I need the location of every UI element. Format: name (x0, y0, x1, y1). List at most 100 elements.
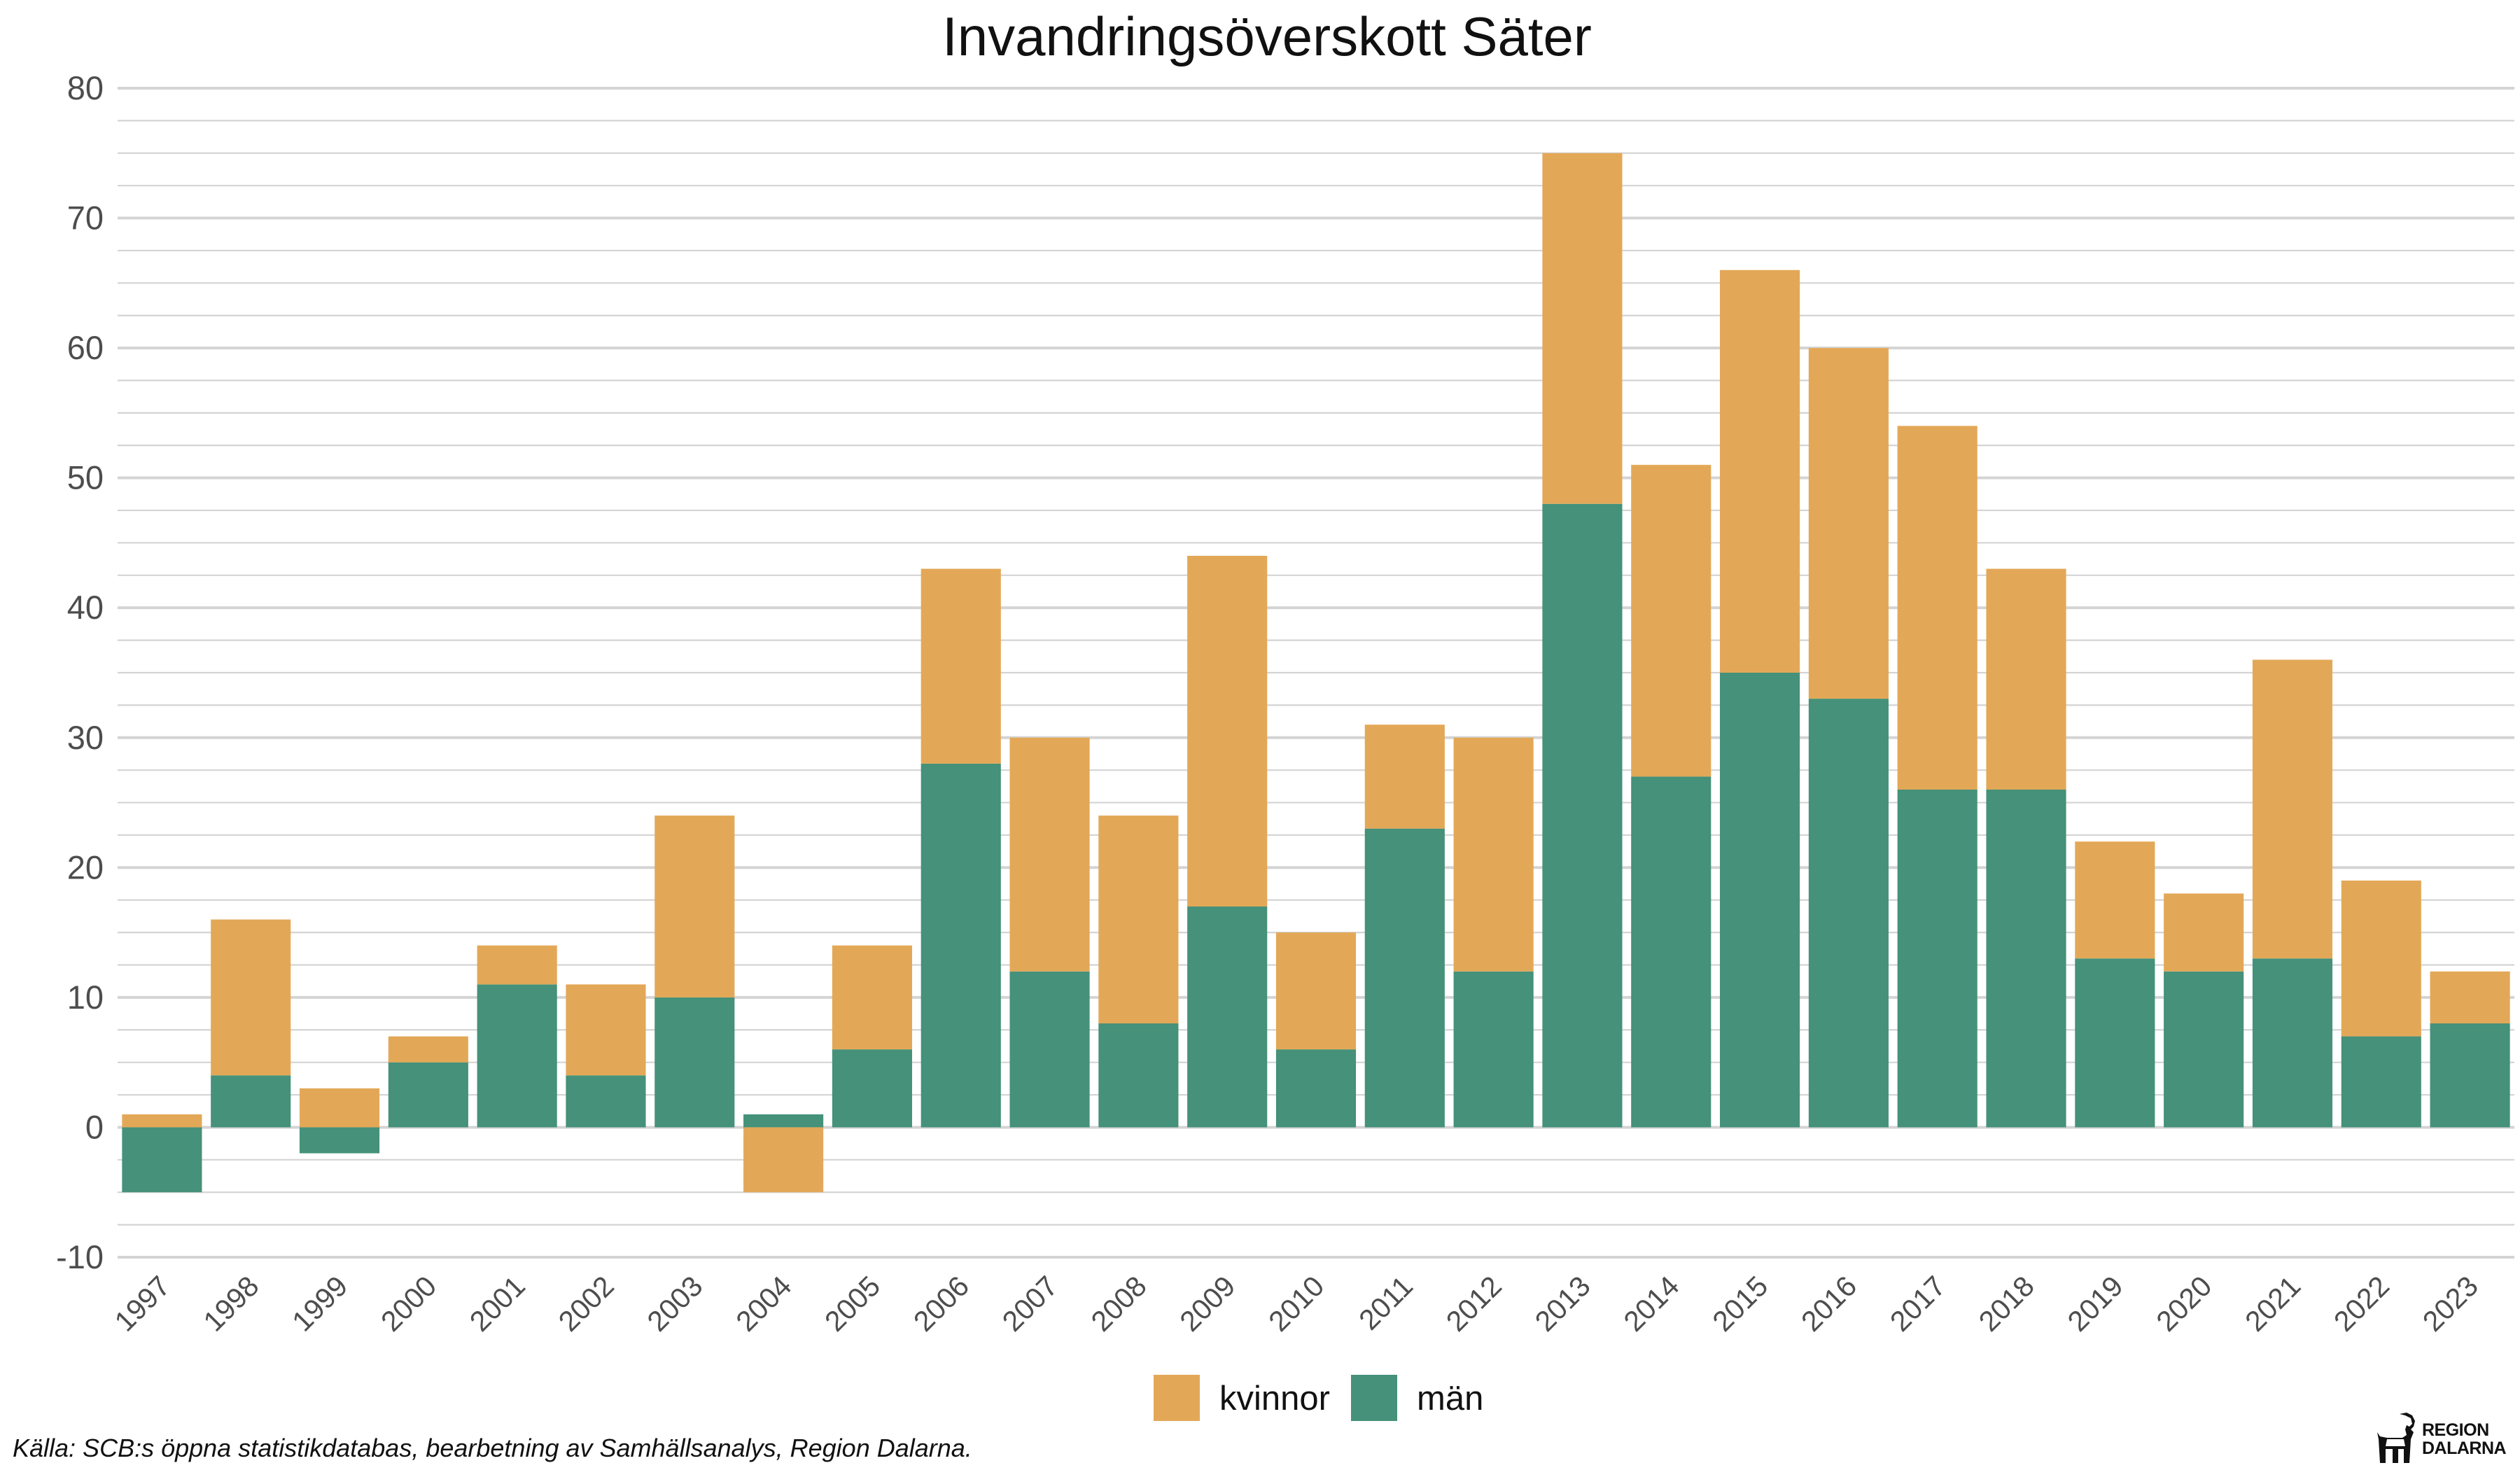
bar-kvinnor-2020 (2164, 893, 2244, 972)
x-tick-label: 2022 (2328, 1270, 2395, 1338)
x-tick-label: 2003 (641, 1270, 709, 1338)
bar-man-2023 (2430, 1023, 2510, 1128)
bar-man-2009 (1187, 906, 1268, 1128)
x-tick-label: 2009 (1174, 1270, 1242, 1338)
logo-text-line1: REGION (2422, 1420, 2489, 1440)
bar-man-2002 (566, 1075, 646, 1128)
x-tick-label: 2002 (552, 1270, 620, 1338)
bar-kvinnor-2017 (1897, 426, 1977, 790)
y-axis: -10 0 10 20 30 40 50 60 70 80 (56, 69, 104, 1275)
bar-kvinnor-2002 (566, 984, 646, 1076)
bar-man-2021 (2252, 958, 2333, 1128)
bar-kvinnor-2007 (1009, 737, 1090, 972)
bar-kvinnor-2013 (1542, 153, 1623, 504)
x-tick-label: 2010 (1262, 1270, 1330, 1338)
x-tick-label: 2008 (1085, 1270, 1153, 1338)
y-tick-label: 20 (67, 848, 104, 886)
bar-kvinnor-2006 (920, 568, 1001, 764)
x-axis: 1997 1998 1999 2000 2001 2002 2003 2004 2005 2006… (108, 1270, 2484, 1338)
x-tick-label: 1997 (108, 1270, 176, 1338)
legend-label-kvinnor: kvinnor (1219, 1380, 1330, 1418)
bar-kvinnor-2011 (1364, 724, 1445, 829)
x-tick-label: 2018 (1973, 1270, 2040, 1338)
bar-kvinnor-2023 (2430, 971, 2510, 1023)
bar-kvinnor-2015 (1720, 270, 1800, 673)
bar-kvinnor-2019 (2075, 841, 2155, 959)
bar-kvinnor-2018 (1986, 568, 2066, 790)
bar-kvinnor-2008 (1098, 816, 1179, 1023)
x-tick-label: 2000 (374, 1270, 442, 1338)
legend-key-kvinnor (1154, 1375, 1200, 1421)
bar-kvinnor-1999 (299, 1088, 380, 1128)
x-tick-label: 1998 (197, 1270, 265, 1338)
bars (122, 153, 2510, 1193)
bar-man-2006 (920, 763, 1001, 1128)
bar-man-2014 (1631, 776, 1712, 1128)
bar-kvinnor-2001 (477, 945, 557, 985)
x-tick-label: 2023 (2416, 1270, 2484, 1338)
bar-man-2001 (477, 984, 557, 1128)
bar-man-2013 (1542, 503, 1623, 1128)
logo-text-line2: DALARNA (2422, 1438, 2507, 1458)
x-tick-label: 2005 (818, 1270, 886, 1338)
bar-kvinnor-2022 (2341, 880, 2421, 1037)
y-tick-label: 40 (67, 589, 104, 626)
source-caption: Källa: SCB:s öppna statistikdatabas, bea… (13, 1434, 972, 1462)
x-tick-label: 2011 (1352, 1270, 1419, 1336)
bar-man-2022 (2341, 1036, 2421, 1128)
bar-kvinnor-2000 (388, 1036, 468, 1063)
bar-kvinnor-2004 (743, 1127, 824, 1193)
bar-man-2000 (388, 1062, 468, 1128)
y-tick-label: -10 (56, 1238, 104, 1275)
bar-kvinnor-1997 (122, 1114, 202, 1128)
x-tick-label: 2006 (907, 1270, 975, 1338)
bar-man-2017 (1897, 790, 1977, 1128)
bar-kvinnor-2010 (1275, 932, 1357, 1050)
x-tick-label: 2012 (1440, 1270, 1508, 1338)
y-tick-label: 80 (67, 69, 104, 106)
bar-kvinnor-2009 (1187, 556, 1268, 906)
y-tick-label: 50 (67, 459, 104, 496)
bar-man-2007 (1009, 971, 1090, 1128)
x-tick-label: 2016 (1795, 1270, 1863, 1338)
y-tick-label: 70 (67, 200, 104, 237)
bar-man-1997 (122, 1127, 202, 1193)
x-tick-label: 2004 (729, 1270, 797, 1338)
bar-man-2019 (2075, 958, 2155, 1128)
bar-man-2018 (1986, 790, 2066, 1128)
bar-man-2015 (1720, 673, 1800, 1128)
bar-man-2004 (743, 1114, 824, 1128)
legend: kvinnor män (1154, 1375, 1483, 1421)
bar-man-2010 (1275, 1049, 1357, 1128)
x-tick-label: 2007 (996, 1270, 1064, 1338)
y-tick-label: 30 (67, 719, 104, 756)
x-tick-label: 2021 (2239, 1270, 2306, 1338)
bar-man-2011 (1364, 828, 1445, 1128)
bar-kvinnor-1998 (211, 919, 291, 1076)
x-tick-label: 2020 (2150, 1270, 2218, 1338)
bar-man-2012 (1453, 971, 1534, 1128)
bar-man-2003 (654, 997, 735, 1128)
bar-man-2020 (2164, 971, 2244, 1128)
x-tick-label: 2017 (1884, 1270, 1952, 1338)
dala-horse-icon (2377, 1413, 2415, 1463)
bar-man-1999 (299, 1127, 380, 1154)
bar-kvinnor-2016 (1808, 348, 1889, 699)
x-tick-label: 2015 (1706, 1270, 1774, 1338)
x-tick-label: 2019 (2062, 1270, 2129, 1338)
bar-kvinnor-2021 (2252, 659, 2333, 959)
bar-man-1998 (211, 1075, 291, 1128)
bar-kvinnor-2012 (1453, 737, 1534, 972)
bar-kvinnor-2003 (654, 816, 735, 997)
chart-title: Invandringsöverskott Säter (942, 6, 1592, 67)
y-tick-label: 10 (67, 979, 104, 1016)
bar-kvinnor-2005 (832, 945, 912, 1050)
x-tick-label: 2013 (1529, 1270, 1597, 1338)
region-dalarna-logo: REGION DALARNA (2372, 1411, 2512, 1467)
legend-key-man (1351, 1375, 1397, 1421)
bar-kvinnor-2014 (1631, 465, 1712, 777)
x-tick-label: 2014 (1618, 1270, 1686, 1338)
legend-label-man: män (1417, 1380, 1483, 1418)
